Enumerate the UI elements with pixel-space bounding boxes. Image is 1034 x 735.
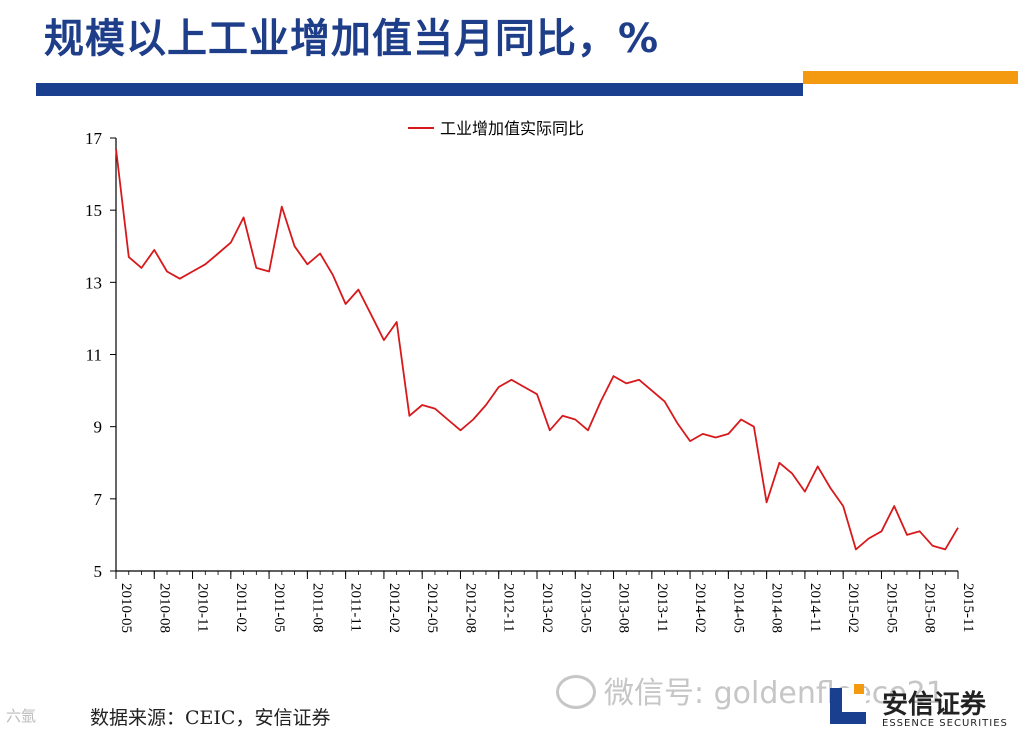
data-source-note: 数据来源：CEIC，安信证券: [90, 707, 331, 729]
x-tick-label: 2013-11: [654, 583, 670, 632]
legend-label: 工业增加值实际同比: [440, 119, 584, 138]
x-tick-label: 2012-05: [424, 583, 440, 633]
logo-mark-icon: [830, 684, 866, 724]
x-tick-label: 2015-11: [960, 583, 976, 632]
x-tick-label: 2015-08: [922, 583, 938, 633]
logo-chinese-name: 安信证券: [882, 690, 987, 720]
x-tick-label: 2011-02: [233, 583, 249, 632]
header-orange-bar: [803, 71, 1018, 84]
x-tick-label: 2010-05: [118, 583, 134, 633]
x-tick-label: 2012-08: [462, 583, 478, 633]
y-tick-label: 11: [86, 346, 102, 365]
x-tick-label: 2011-05: [271, 583, 287, 632]
y-tick-label: 15: [85, 201, 102, 220]
wechat-watermark: 微信号: goldenfleece21: [556, 668, 945, 712]
logo-english-name: ESSENCE SECURITIES: [882, 718, 1008, 729]
x-tick-label: 2012-02: [386, 583, 402, 633]
x-tick-label: 2013-05: [577, 583, 593, 633]
x-tick-label: 2013-08: [616, 583, 632, 633]
y-tick-label: 7: [94, 490, 103, 509]
x-tick-label: 2010-11: [195, 583, 211, 632]
wechat-icon: [556, 674, 596, 709]
x-tick-label: 2012-11: [501, 583, 517, 632]
y-tick-label: 5: [94, 562, 103, 581]
x-tick-label: 2014-11: [807, 583, 823, 632]
x-tick-label: 2011-08: [309, 583, 325, 632]
x-tick-label: 2014-02: [692, 583, 708, 633]
y-tick-label: 17: [85, 129, 103, 148]
wechat-id-text: 微信号: goldenfleece21: [604, 676, 945, 711]
x-tick-label: 2011-11: [348, 583, 364, 632]
company-logo: 安信证券 ESSENCE SECURITIES: [830, 684, 1020, 734]
x-tick-label: 2010-08: [156, 583, 172, 633]
page-title: 规模以上工业增加值当月同比，%: [44, 16, 660, 62]
y-tick-label: 13: [85, 273, 102, 292]
header-blue-bar: [36, 83, 803, 96]
x-tick-label: 2015-05: [883, 583, 899, 633]
x-tick-label: 2013-02: [539, 583, 555, 633]
watermark-left: 六氩: [6, 707, 37, 725]
x-tick-label: 2015-02: [845, 583, 861, 633]
y-tick-label: 9: [94, 418, 103, 437]
x-tick-label: 2014-08: [769, 583, 785, 633]
series-line: [115, 148, 959, 551]
x-tick-label: 2014-05: [730, 583, 746, 633]
